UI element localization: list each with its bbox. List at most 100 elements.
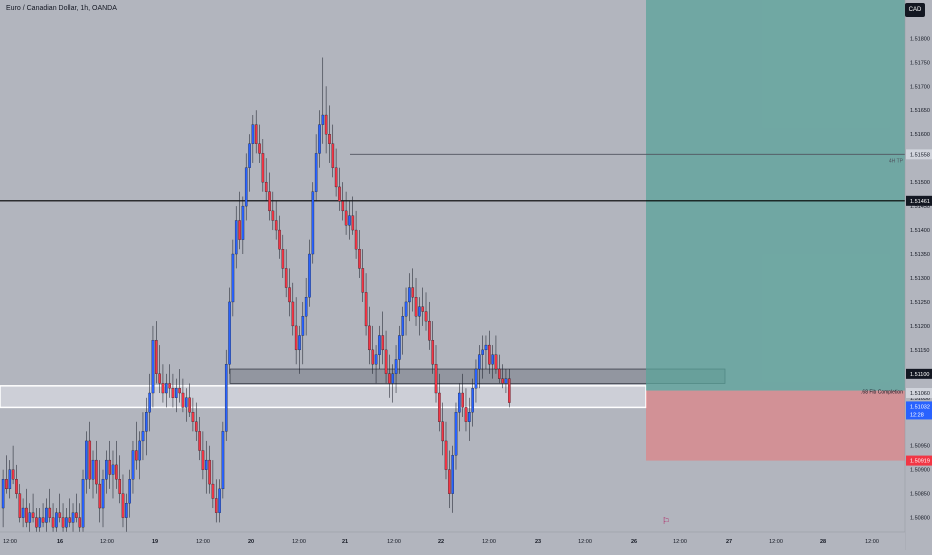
candle-body xyxy=(371,349,375,365)
candle xyxy=(288,268,291,317)
candle-body xyxy=(158,373,161,384)
x-tick-label: 28 xyxy=(820,539,826,545)
x-tick-label: 26 xyxy=(631,539,637,545)
candle-body xyxy=(268,191,271,212)
candle xyxy=(125,493,128,532)
candle-body xyxy=(484,344,488,351)
candle-body xyxy=(481,349,484,355)
candle-body xyxy=(358,249,361,269)
candle-body xyxy=(175,388,178,398)
candle xyxy=(138,431,141,480)
candle xyxy=(328,105,331,163)
candle xyxy=(278,215,281,259)
candle xyxy=(8,460,12,499)
candle-body xyxy=(261,153,265,183)
candle-body xyxy=(424,311,428,322)
last-price-label: 1.51032 xyxy=(910,404,930,410)
candle xyxy=(274,201,278,240)
time-axis[interactable] xyxy=(0,532,905,550)
x-tick-label: 12:00 xyxy=(292,539,306,545)
candle-body xyxy=(321,114,325,125)
candle xyxy=(384,330,388,384)
candle-body xyxy=(38,517,42,528)
candle-body xyxy=(108,459,112,475)
candle-body xyxy=(15,479,18,494)
candle xyxy=(314,134,318,202)
candle-body xyxy=(105,459,108,480)
candle xyxy=(78,503,82,532)
candle xyxy=(374,345,378,384)
candle xyxy=(464,388,468,432)
flag-icon[interactable]: ⚐ xyxy=(662,516,670,526)
candle-body xyxy=(304,297,308,317)
candle xyxy=(251,115,255,163)
candle-body xyxy=(474,368,478,389)
currency-badge[interactable]: CAD xyxy=(905,3,925,17)
candle-body xyxy=(251,124,255,144)
x-tick-label: 23 xyxy=(535,539,541,545)
candle xyxy=(318,110,321,168)
candle xyxy=(491,345,494,379)
candle-body xyxy=(288,287,291,303)
candle xyxy=(21,498,25,528)
candle xyxy=(175,378,178,413)
candle-body xyxy=(88,440,92,480)
candle xyxy=(108,440,112,489)
candle xyxy=(98,460,102,523)
candle xyxy=(441,402,445,456)
candle xyxy=(81,469,85,532)
y-tick-label: 1.51400 xyxy=(910,228,930,234)
tp-annotation: 4H TP xyxy=(889,158,904,164)
candle-body xyxy=(398,335,401,360)
candle xyxy=(291,282,295,336)
candle xyxy=(298,325,301,374)
candle-body xyxy=(111,464,115,475)
candle-body xyxy=(384,349,388,374)
candle xyxy=(111,450,115,499)
candle xyxy=(151,325,155,408)
candle xyxy=(494,335,498,374)
candle-body xyxy=(218,488,221,513)
candle-body xyxy=(284,268,288,288)
candle-body xyxy=(271,210,275,221)
candle-body xyxy=(121,493,125,518)
candle-body xyxy=(468,412,471,422)
candle-body xyxy=(368,325,371,351)
candle-body xyxy=(171,388,175,398)
y-tick-label: 1.51150 xyxy=(910,348,929,354)
candle-body xyxy=(374,354,378,365)
candle xyxy=(204,440,208,494)
y-tick-label: 1.51300 xyxy=(910,276,930,282)
candle xyxy=(404,287,408,336)
x-tick-label: 16 xyxy=(57,539,63,545)
candle xyxy=(128,469,131,518)
x-tick-label: 12:00 xyxy=(578,539,592,545)
candle-body xyxy=(141,431,145,442)
y-tick-label: 1.51800 xyxy=(910,36,930,42)
candle-body xyxy=(254,124,258,144)
candle-body xyxy=(68,517,72,523)
candle-body xyxy=(328,134,331,144)
support-zone[interactable] xyxy=(0,385,647,409)
candle xyxy=(58,493,62,523)
position-target-area[interactable] xyxy=(646,0,905,391)
candle-body xyxy=(85,440,88,480)
candle-body xyxy=(388,373,391,384)
price-badge-secondary: 1.51060 xyxy=(910,391,930,397)
candle xyxy=(388,354,391,398)
candle xyxy=(105,450,108,494)
candle xyxy=(458,383,461,432)
candle xyxy=(341,182,345,221)
candle-body xyxy=(341,201,345,212)
position-stop-area[interactable] xyxy=(646,390,905,461)
candle-body xyxy=(31,512,35,518)
candle-body xyxy=(71,512,75,523)
symbol-title: Euro / Canadian Dollar, 1h, OANDA xyxy=(6,5,117,12)
candle-body xyxy=(194,421,198,432)
price-badge-secondary-bg xyxy=(906,388,932,399)
candle xyxy=(191,397,195,432)
candle-body xyxy=(208,459,211,485)
candle-body xyxy=(448,469,451,494)
candle xyxy=(75,493,78,523)
